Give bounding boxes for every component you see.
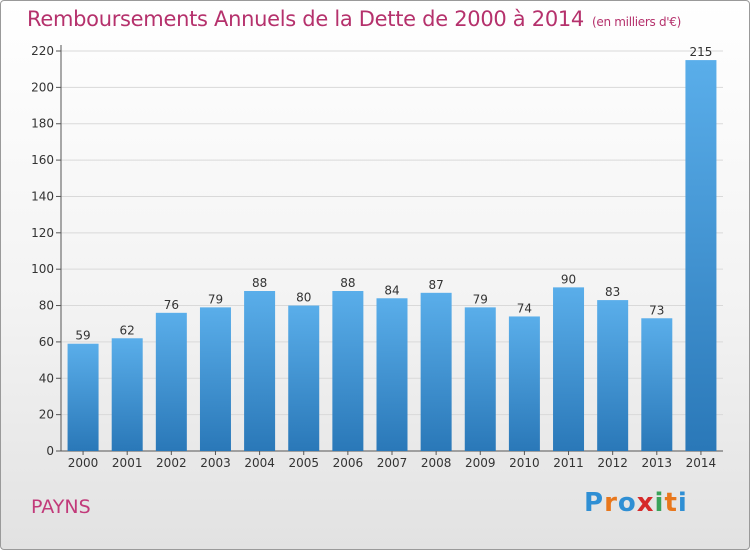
x-tick-label: 2006 [333, 456, 364, 470]
x-tick-label: 2002 [156, 456, 187, 470]
y-tick-label: 200 [31, 80, 54, 94]
bar-value-label: 87 [428, 278, 443, 292]
x-tick-label: 2013 [642, 456, 673, 470]
proxiti-logo[interactable]: Proxiti [584, 488, 688, 518]
bar [376, 298, 408, 451]
x-tick-label: 2010 [509, 456, 540, 470]
bar [464, 307, 496, 451]
x-tick-label: 2005 [288, 456, 319, 470]
logo-letter: o [617, 488, 637, 518]
bar-value-label: 90 [561, 272, 576, 286]
logo-letter: t [664, 488, 678, 518]
bar [420, 292, 452, 451]
bar [332, 291, 364, 451]
bar [685, 60, 717, 451]
bar-value-label: 215 [689, 45, 712, 59]
y-tick-label: 100 [31, 262, 54, 276]
logo-letter: i [654, 488, 665, 518]
y-tick-label: 140 [31, 189, 54, 203]
bar-value-label: 59 [75, 329, 90, 343]
bar-value-label: 79 [473, 292, 488, 306]
bar [244, 291, 276, 451]
x-tick-label: 2014 [686, 456, 717, 470]
chart-title: Remboursements Annuels de la Dette de 20… [27, 7, 681, 31]
x-tick-label: 2001 [112, 456, 143, 470]
x-tick-label: 2012 [597, 456, 628, 470]
bar-value-label: 80 [296, 291, 311, 305]
bar-value-label: 88 [340, 276, 355, 290]
bar-value-label: 79 [208, 292, 223, 306]
bar-value-label: 74 [517, 301, 532, 315]
x-tick-label: 2008 [421, 456, 452, 470]
y-tick-label: 60 [39, 335, 54, 349]
logo-letter: i [677, 488, 688, 518]
x-tick-label: 2009 [465, 456, 496, 470]
y-tick-label: 40 [39, 371, 54, 385]
x-tick-label: 2000 [68, 456, 99, 470]
chart-title-text: Remboursements Annuels de la Dette de 20… [27, 7, 584, 31]
y-tick-label: 120 [31, 226, 54, 240]
logo-letter: r [604, 488, 618, 518]
bar-value-label: 76 [164, 298, 179, 312]
bar [553, 287, 585, 451]
bar-value-label: 88 [252, 276, 267, 290]
y-tick-label: 220 [31, 44, 54, 58]
x-tick-label: 2003 [200, 456, 231, 470]
y-tick-label: 0 [46, 444, 54, 458]
y-tick-label: 160 [31, 153, 54, 167]
x-tick-label: 2007 [377, 456, 408, 470]
bar [199, 307, 231, 451]
bar [111, 338, 143, 451]
x-tick-label: 2004 [244, 456, 275, 470]
logo-letter: P [584, 488, 605, 518]
bar-value-label: 83 [605, 285, 620, 299]
x-tick-label: 2011 [553, 456, 584, 470]
logo-letter: x [636, 488, 655, 518]
chart-unit: (en milliers d'€) [592, 15, 682, 29]
bar [508, 316, 540, 451]
bar [155, 312, 187, 451]
y-tick-label: 80 [39, 299, 54, 313]
bar [288, 305, 320, 451]
bar [641, 318, 673, 451]
y-tick-label: 20 [39, 408, 54, 422]
bar-value-label: 73 [649, 303, 664, 317]
bar-value-label: 62 [120, 323, 135, 337]
commune-name: PAYNS [31, 496, 91, 518]
bar [67, 343, 99, 451]
labels: 59 62 76 79 88 80 88 84 87 79 74 90 83 73 215 [75, 45, 712, 343]
bar [597, 300, 629, 451]
axes: 0 20 40 60 80 100 120 140 160 180 200 220 2000 2001 20… [31, 44, 723, 470]
y-tick-label: 180 [31, 117, 54, 131]
bar-value-label: 84 [384, 283, 399, 297]
bars [67, 60, 717, 451]
